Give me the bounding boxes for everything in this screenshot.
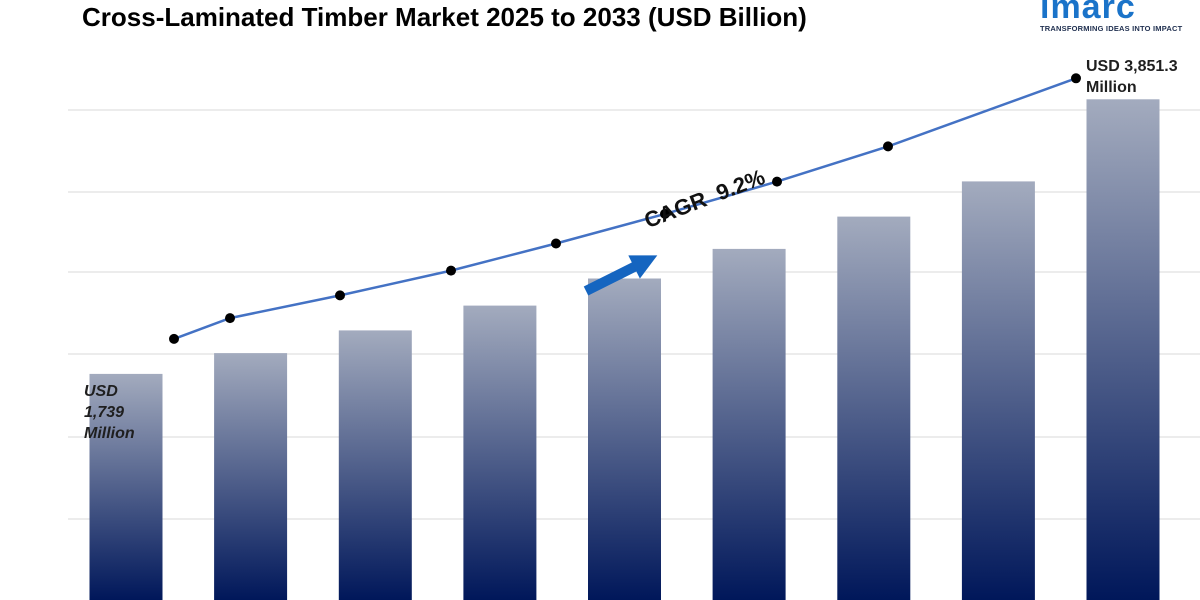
trend-point-2026: [225, 313, 235, 324]
bar-2031: [837, 216, 911, 600]
start-value-label: USD 1,739 Million: [84, 383, 135, 442]
trend-point-2031: [772, 176, 782, 187]
end-value-label: USD 3,851.3 Million: [1086, 58, 1178, 96]
trend-point-2033: [1071, 73, 1081, 84]
trend-point-2029: [551, 238, 561, 249]
imarc-logo: imarc TRANSFORMING IDEAS INTO IMPACT: [1040, 0, 1198, 33]
trend-line: [169, 73, 1081, 344]
trend-point-2027: [335, 290, 345, 301]
logo-wordmark: imarc: [1040, 0, 1136, 26]
bar-2026: [214, 353, 288, 600]
cagr-arrow: [583, 255, 658, 296]
bar-2028: [463, 305, 537, 600]
bar-2029: [588, 278, 661, 600]
logo-tagline: TRANSFORMING IDEAS INTO IMPACT: [1040, 24, 1183, 33]
trend-point-2030: [660, 208, 670, 219]
bar-2030: [712, 248, 786, 600]
bar-2033: [1086, 99, 1160, 600]
trend-point-2025: [169, 333, 179, 344]
chart-title: Cross-Laminated Timber Market 2025 to 20…: [82, 2, 807, 32]
bar-2027: [338, 330, 412, 600]
trend-point-2028: [446, 265, 456, 276]
bar-2025: [89, 373, 163, 600]
bars: [89, 99, 1160, 600]
trend-point-2032: [883, 141, 893, 152]
bar-2032: [961, 181, 1035, 600]
